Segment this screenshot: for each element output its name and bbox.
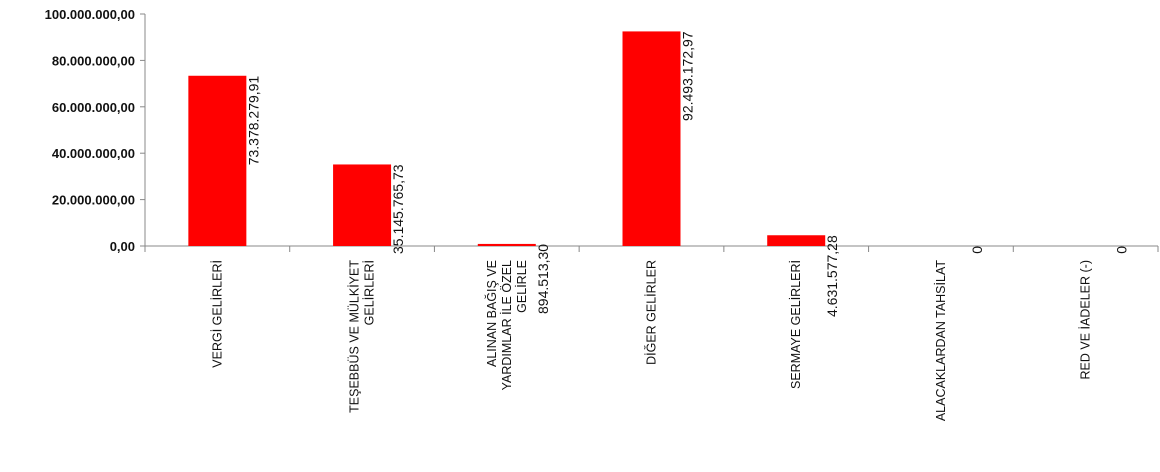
y-tick-label: 40.000.000,00 (52, 146, 135, 161)
bar (188, 75, 247, 246)
bar (333, 164, 392, 246)
data-label: 35.145.765,73 (390, 164, 406, 254)
category-label: ALINAN BAĞIŞ VE (484, 260, 499, 367)
category-label: RED VE İADELER (-) (1079, 260, 1093, 379)
category-label: YARDIMLAR İLE ÖZEL (500, 260, 514, 390)
bar (622, 31, 681, 247)
x-axis-ticks (144, 246, 1159, 252)
y-tick-label: 0,00 (110, 239, 135, 254)
y-tick-label: 60.000.000,00 (52, 100, 135, 115)
bar (477, 243, 536, 246)
y-tick-label: 20.000.000,00 (52, 193, 135, 208)
category-label: GELİRLE (515, 260, 529, 313)
category-label: GELİRLERİ (363, 260, 377, 325)
category-label: ALACAKLARDAN TAHSİLAT (934, 260, 948, 422)
data-label: 4.631.577,28 (824, 235, 840, 317)
y-tick-label: 80.000.000,00 (52, 53, 135, 68)
category-label: TEŞEBBÜS VE MÜLKİYET (348, 260, 362, 413)
category-label: DİĞER GELİRLER (644, 260, 659, 365)
y-tick-label: 100.000.000,00 (45, 7, 135, 22)
data-label: 0 (969, 246, 985, 254)
data-label: 92.493.172,97 (680, 31, 696, 121)
data-labels: 73.378.279,91 35.145.765,73 894.513,30 92.4… (245, 31, 1129, 317)
data-label: 73.378.279,91 (245, 76, 261, 166)
category-label: SERMAYE GELİRLERİ (789, 260, 803, 389)
category-label: VERGİ GELİRLERİ (210, 260, 224, 368)
y-axis-ticks: 0,00 20.000.000,00 40.000.000,00 60.000.000… (45, 7, 145, 254)
data-label: 0 (1114, 246, 1130, 254)
data-label: 894.513,30 (535, 244, 551, 314)
bars (188, 31, 826, 247)
category-labels: VERGİ GELİRLERİ TEŞEBBÜS VE MÜLKİYET GELİR… (210, 260, 1092, 422)
bar (767, 235, 826, 246)
